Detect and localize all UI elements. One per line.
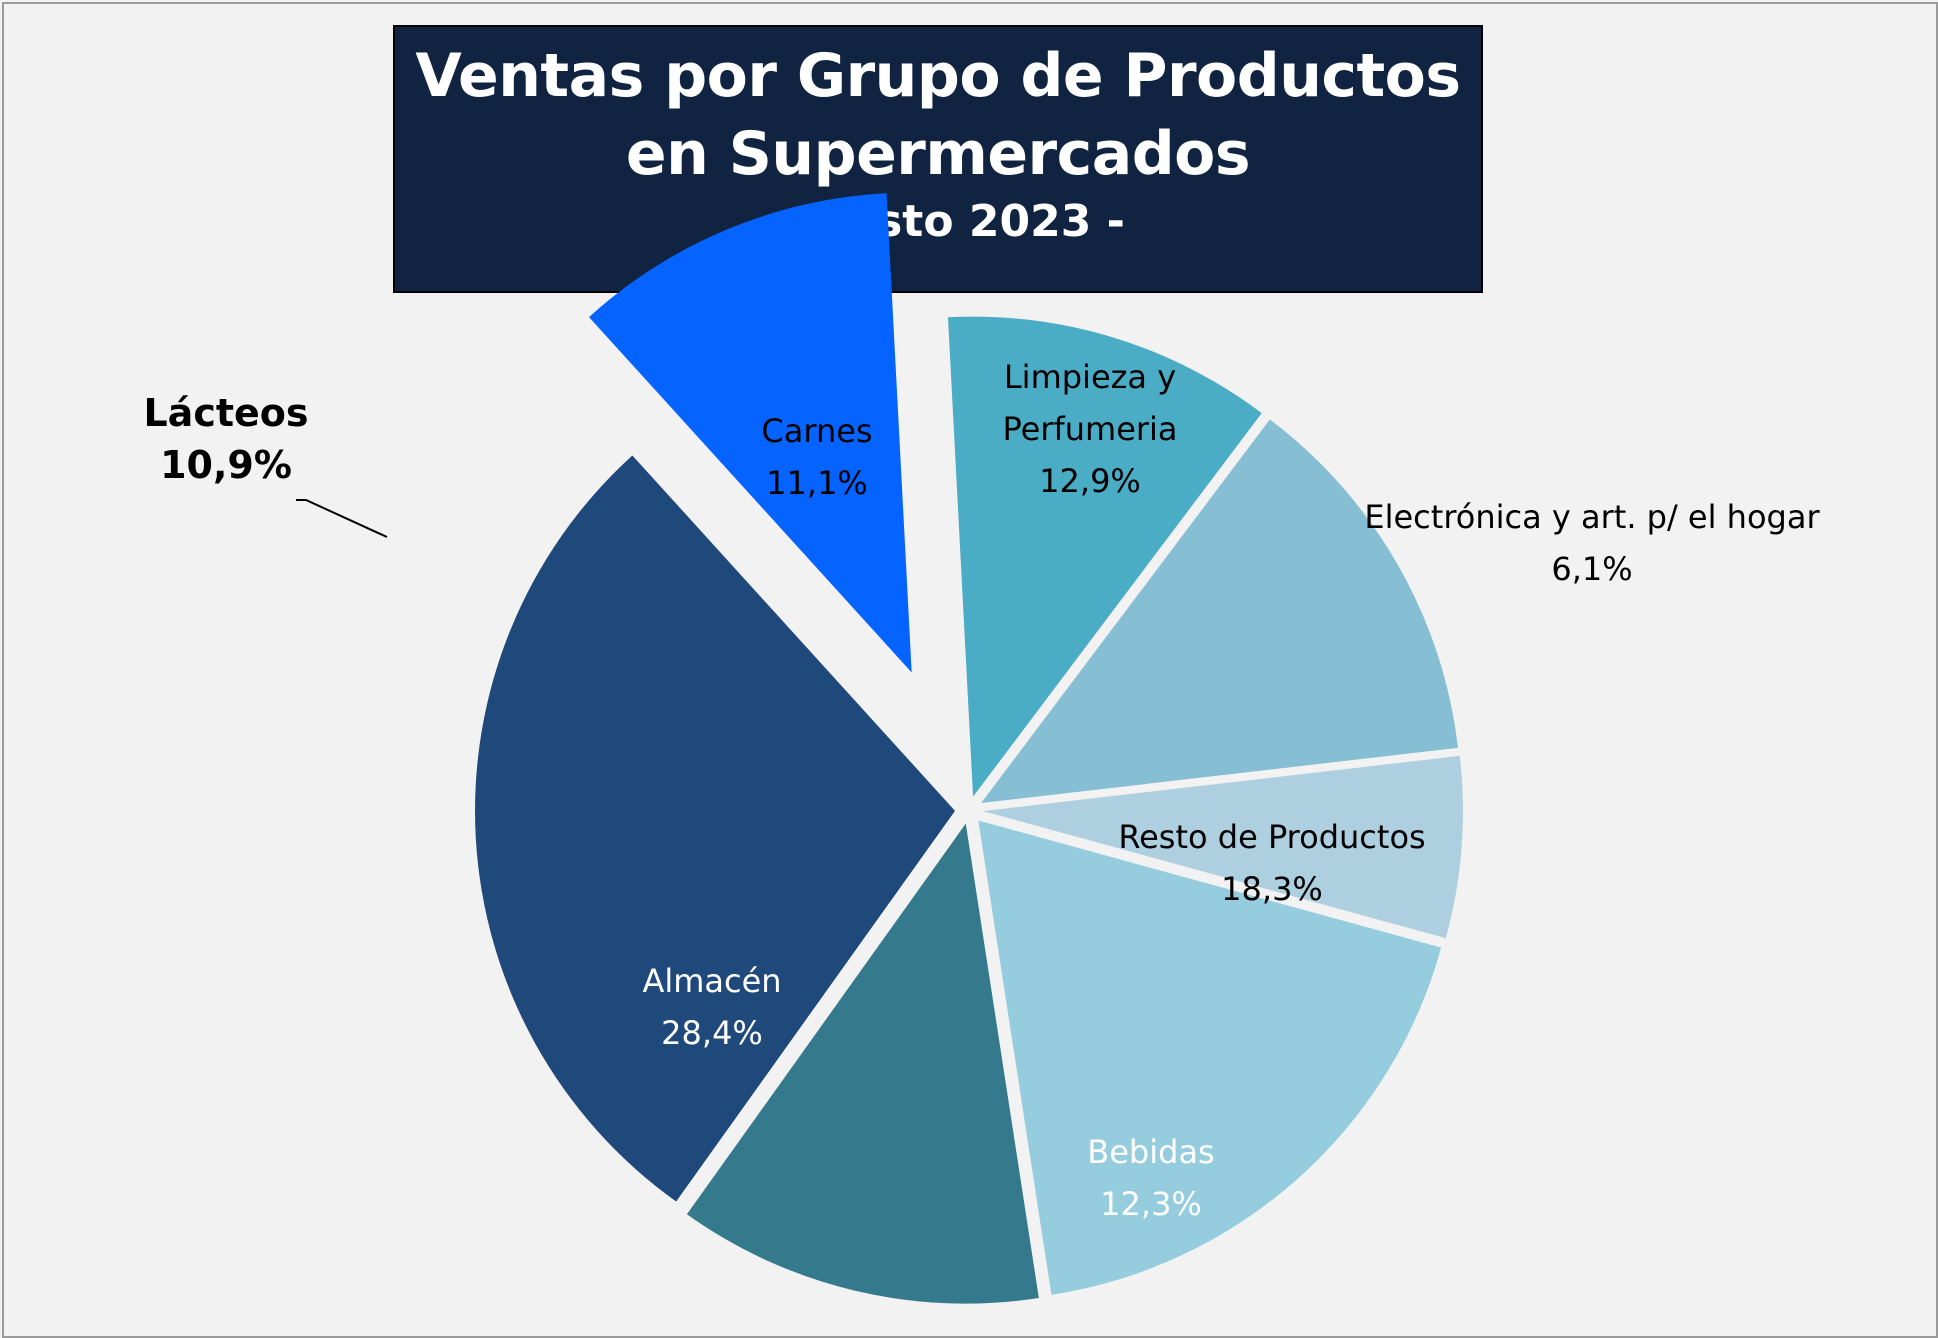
pie-slice-almacén [475, 455, 956, 1202]
slice-label-almacén: Almacén 28,4% [642, 962, 781, 1052]
chart-title-box: Ventas por Grupo de Productos en Superme… [393, 25, 1483, 293]
pie-slice-resto-de-productos [978, 820, 1442, 1295]
slice-label-limpieza-y-perfumeria: Limpieza y Perfumeria 12,9% [1002, 358, 1177, 500]
pie-slice-electrónica-y-art-p-el-hogar [982, 755, 1463, 939]
pie-slice-carnes [947, 316, 1262, 797]
leader-line-lacteos [296, 499, 388, 538]
pie-slice-lácteos [589, 193, 912, 673]
slice-label-lácteos: Lácteos 10,9% [143, 391, 308, 487]
pie-slice-limpieza-y-perfumeria [981, 419, 1458, 804]
slice-label-resto-de-productos: Resto de Productos 18,3% [1118, 818, 1425, 908]
slice-label-bebidas: Bebidas 12,3% [1087, 1133, 1214, 1223]
slice-label-electrónica-y-art-p-el-hogar: Electrónica y art. p/ el hogar 6,1% [1364, 498, 1820, 588]
pie-slice-bebidas [686, 823, 1039, 1304]
slice-label-carnes: Carnes 11,1% [761, 412, 872, 502]
chart-title: Ventas por Grupo de Productos en Superme… [415, 41, 1461, 189]
